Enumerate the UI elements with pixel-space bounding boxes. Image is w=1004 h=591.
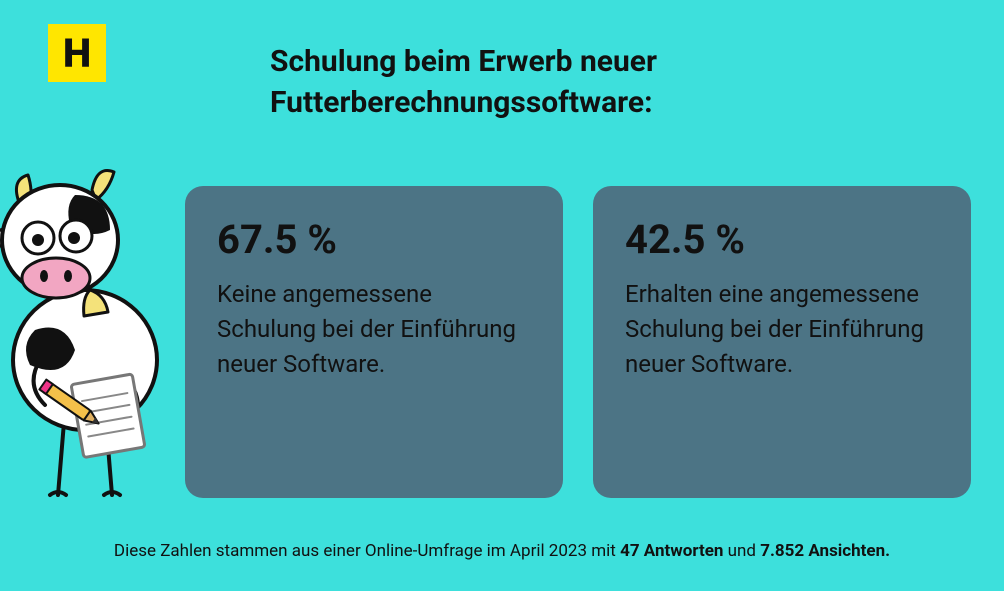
footer-bold-responses: 47 Antworten: [620, 541, 723, 561]
stat-cards-row: 67.5 % Keine angemessene Schulung bei de…: [185, 186, 971, 498]
brand-logo: H: [48, 24, 106, 82]
infographic-canvas: H Schulung beim Erwerb neuer Futterberec…: [0, 0, 1004, 591]
cow-illustration-icon: [0, 150, 190, 510]
stat-description: Erhalten eine angemessene Schulung bei d…: [625, 277, 939, 381]
footer-prefix: Diese Zahlen stammen aus einer Online-Um…: [114, 541, 620, 561]
footer-bold-views: 7.852 Ansichten.: [760, 541, 890, 561]
stat-card: 67.5 % Keine angemessene Schulung bei de…: [185, 186, 563, 498]
stat-value: 67.5 %: [217, 216, 531, 263]
page-title: Schulung beim Erwerb neuer Futterberechn…: [270, 42, 890, 123]
brand-logo-letter: H: [63, 30, 91, 77]
stat-description: Keine angemessene Schulung bei der Einfü…: [217, 277, 531, 381]
stat-card: 42.5 % Erhalten eine angemessene Schulun…: [593, 186, 971, 498]
stat-value: 42.5 %: [625, 216, 939, 263]
source-footnote: Diese Zahlen stammen aus einer Online-Um…: [0, 541, 1004, 561]
footer-mid: und: [723, 541, 760, 561]
